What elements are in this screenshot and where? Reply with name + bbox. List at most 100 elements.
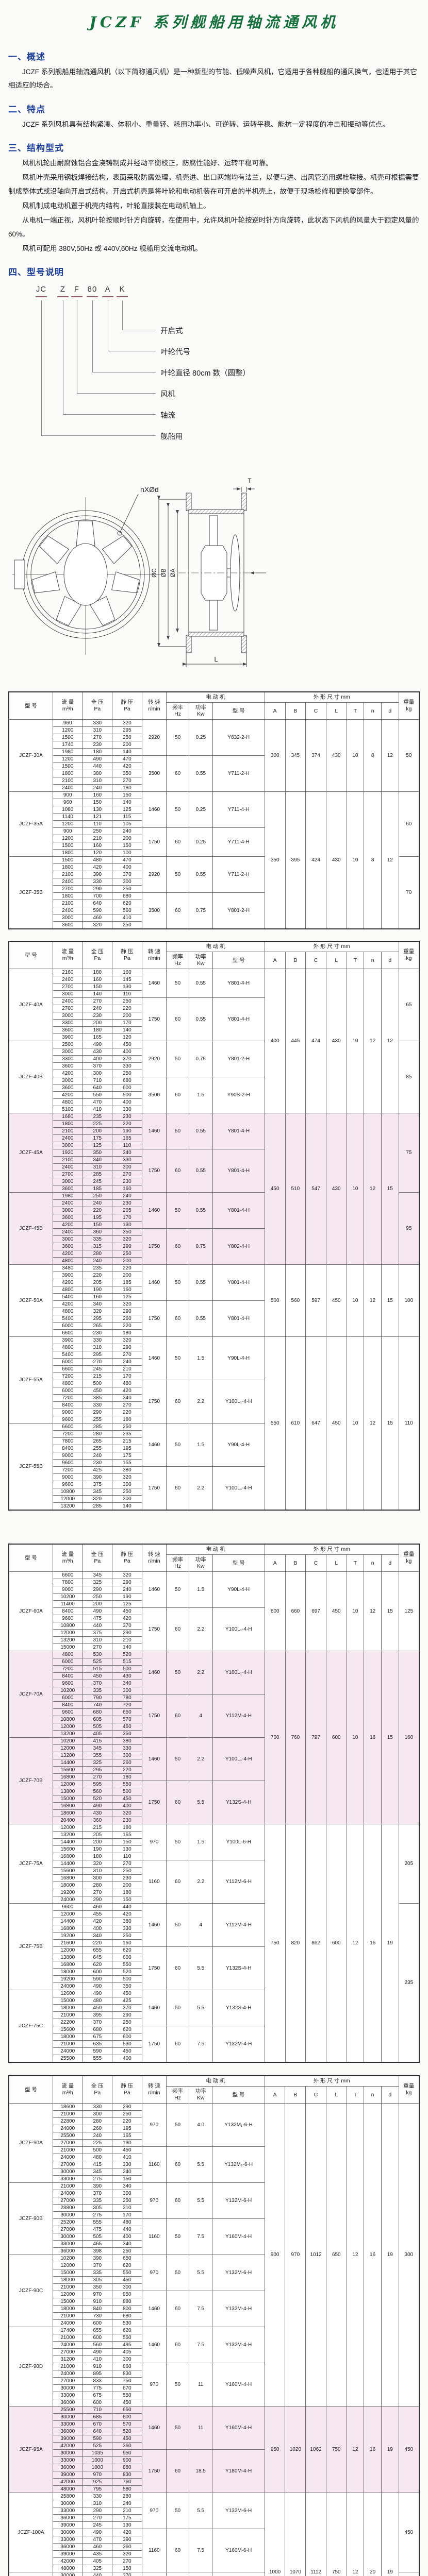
table-row: 30000 775 670 [9, 2384, 419, 2393]
cell-rpm: 2920 [141, 719, 167, 756]
cell-rpm: 1750 [141, 1946, 167, 1991]
table-row: 2100 310 270 [9, 777, 419, 785]
cell-static-pressure: 170 [112, 1019, 142, 1027]
cell-dimension: 430 [325, 969, 347, 1114]
cell-motor-type: Y160M-6-H [212, 2572, 265, 2576]
table-row: 42000 925 760 [9, 2478, 419, 2486]
cell-flow: 36000 [52, 2247, 83, 2256]
cell-flow: 21000 [52, 2011, 83, 2020]
cell-weight: 420 [398, 2572, 420, 2576]
cell-frequency: 50 [166, 719, 189, 756]
table-row: JCZF-70B 10200 415 380 1460 50 2.2 Y100L₁-4-H [8, 1737, 419, 1825]
header-weight: 重量 kg [398, 691, 420, 720]
cell-total-pressure: 390 [82, 2182, 113, 2191]
cell-static-pressure: 440 [112, 1903, 142, 1911]
cell-frequency: 60 [166, 2146, 189, 2183]
table-row: 4800 190 160 [9, 1286, 419, 1294]
table-row: 6000 450 420 [9, 1387, 419, 1395]
header-motor-type: 型 号 [212, 2086, 265, 2104]
cell-flow: 12000 [52, 1629, 83, 1637]
cell-rpm: 970 [141, 2182, 167, 2219]
cell-total-pressure: 440 [82, 2572, 113, 2576]
dim-label-a: ØA [169, 568, 176, 577]
cell-total-pressure: 320 [82, 1495, 113, 1503]
cell-flow: 1080 [52, 806, 83, 814]
table-row: 3600 320 250 [9, 921, 419, 929]
cell-static-pressure: 500 [112, 1091, 142, 1099]
cell-flow: 30000 [52, 2168, 83, 2176]
cell-dimension: 8 [364, 791, 382, 929]
paragraph: JCZF 系列舰船用轴流通风机（以下简称通风机）是一种新型的节能、低噪声风机，它… [8, 68, 417, 90]
cell-static-pressure: 110 [112, 990, 142, 998]
table-row: 4800 470 400 [9, 1098, 419, 1107]
cell-power: 7.5 [188, 2529, 213, 2573]
cell-flow: 19200 [52, 1975, 83, 1984]
cell-total-pressure: 600 [82, 2399, 113, 2407]
cell-motor-type: Y632-2-H [212, 719, 265, 756]
cell-flow: 4800 [52, 1651, 83, 1659]
cell-weight: 450 [398, 2493, 420, 2573]
cell-motor-type: Y100L₁-4-H [212, 1380, 265, 1424]
cell-static-pressure: 200 [112, 1882, 142, 1890]
cell-total-pressure: 355 [82, 1752, 113, 1760]
header-dim-A: A [264, 2086, 286, 2104]
cell-total-pressure: 300 [82, 1874, 113, 1883]
cell-flow: 8400 [52, 1607, 83, 1616]
cell-power: 4 [188, 1694, 213, 1738]
cell-total-pressure: 240 [82, 1199, 113, 1208]
cell-total-pressure: 275 [82, 2211, 113, 2219]
terminal-box [14, 560, 25, 589]
cell-flow: 19200 [52, 1932, 83, 1940]
cell-dimension: 12 [346, 2406, 365, 2494]
cell-static-pressure: 500 [112, 1788, 142, 1796]
cell-flow: 12000 [52, 1824, 83, 1832]
cell-power: 7.5 [188, 2327, 213, 2364]
cell-total-pressure: 220 [82, 1939, 113, 1947]
designation-line [77, 393, 156, 394]
cell-static-pressure: 270 [112, 2557, 142, 2566]
cell-flow: 8400 [52, 1445, 83, 1453]
model-cell: JCZF-75C [8, 1990, 53, 2063]
cell-motor-type: Y132M-6-H [212, 2255, 265, 2292]
cell-total-pressure: 480 [82, 1997, 113, 2005]
cell-total-pressure: 250 [82, 827, 113, 836]
cell-flow: 2700 [52, 1171, 83, 1179]
cell-flow: 15000 [52, 2298, 83, 2306]
cell-total-pressure: 500 [82, 2146, 113, 2155]
cell-flow: 48000 [52, 2565, 83, 2573]
cell-rpm: 1460 [141, 2327, 167, 2364]
table-row: 18000 675 600 [9, 2033, 419, 2041]
cell-dimension: 12 [381, 719, 399, 792]
cell-frequency: 60 [166, 1860, 189, 1904]
cell-total-pressure: 795 [82, 2485, 113, 2494]
cell-total-pressure: 225 [82, 1120, 113, 1128]
table-row: 10200 335 300 [9, 1687, 419, 1695]
cell-flow: 1740 [52, 741, 83, 749]
cell-flow: 27000 [52, 2197, 83, 2205]
cell-total-pressure: 710 [82, 1077, 113, 1085]
cell-static-pressure: 180 [112, 1416, 142, 1424]
cell-dimension: 12 [364, 1336, 382, 1511]
cell-total-pressure: 505 [82, 1723, 113, 1731]
cell-total-pressure: 600 [82, 2319, 113, 2328]
cell-frequency: 50 [166, 1571, 189, 1608]
table-row: 7200 425 380 1750 60 2.2 Y100L₁-4-H [9, 1466, 419, 1511]
cell-flow: 12000 [52, 2291, 83, 2299]
cell-static-pressure: 720 [112, 1701, 142, 1709]
cell-flow: 2100 [52, 871, 83, 879]
cell-flow: 13200 [52, 1730, 83, 1738]
cell-total-pressure: 420 [82, 1918, 113, 1926]
cell-rpm: 2920 [141, 856, 167, 893]
cell-static-pressure: 650 [112, 2406, 142, 2414]
header-model: 型 号 [8, 1544, 53, 1572]
cell-power: 2.2 [188, 1380, 213, 1424]
cell-power: 0.55 [188, 1192, 213, 1229]
cell-rpm: 1750 [141, 1781, 167, 1825]
cell-frequency: 50 [166, 1651, 189, 1695]
cell-total-pressure: 140 [82, 990, 113, 998]
cell-total-pressure: 305 [82, 2204, 113, 2212]
cell-static-pressure: 170 [112, 2211, 142, 2219]
cell-dimension: 750 [325, 2406, 347, 2494]
cell-total-pressure: 500 [82, 1380, 113, 1388]
cell-total-pressure: 970 [82, 2291, 113, 2299]
